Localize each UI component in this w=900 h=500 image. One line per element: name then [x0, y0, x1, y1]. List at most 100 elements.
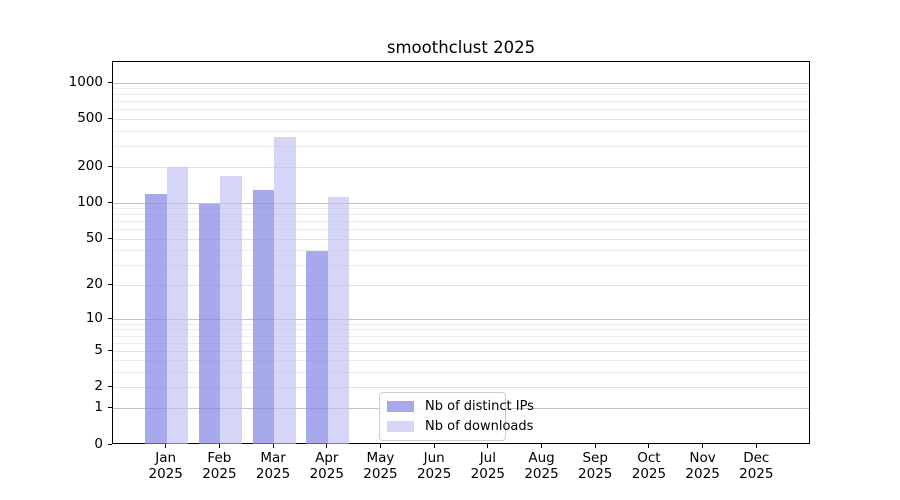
y-tick-mark	[108, 443, 112, 445]
gridline-minor	[113, 238, 809, 240]
y-tick-label: 50	[85, 229, 103, 246]
bar-distinct-ips-mar	[252, 189, 275, 444]
y-tick-label: 500	[77, 109, 103, 126]
gridline-minor	[113, 130, 809, 132]
x-tick-mark	[433, 444, 435, 448]
x-tick-mark	[326, 444, 328, 448]
legend-swatch-distinct-ips	[387, 401, 414, 412]
x-tick-label: Sep 2025	[565, 450, 625, 482]
x-tick-year: 2025	[309, 466, 344, 482]
bar-downloads-jan	[166, 167, 189, 444]
gridline-minor	[113, 94, 809, 96]
gridline-minor	[113, 208, 809, 210]
x-tick-label: Dec 2025	[726, 450, 786, 482]
x-tick-year: 2025	[631, 466, 667, 482]
bar-distinct-ips-apr	[306, 250, 328, 444]
x-tick-label: Jan 2025	[136, 450, 196, 482]
bar-distinct-ips-jan	[145, 193, 167, 444]
x-tick-label: Mar 2025	[243, 450, 303, 482]
plot-area	[112, 61, 810, 444]
legend-label-downloads: Nb of downloads	[425, 419, 534, 434]
x-tick-year: 2025	[524, 466, 559, 482]
y-tick-mark	[108, 237, 112, 239]
x-tick-mark	[541, 444, 543, 448]
gridline-minor	[113, 145, 809, 147]
y-tick-mark	[108, 81, 112, 83]
gridline-minor	[113, 371, 809, 373]
gridline-minor	[113, 118, 809, 120]
y-tick-label: 200	[77, 157, 103, 174]
x-tick-year: 2025	[578, 466, 613, 482]
x-tick-year: 2025	[470, 466, 506, 482]
x-tick-month: Feb	[207, 450, 232, 466]
y-tick-mark	[108, 165, 112, 167]
gridline-minor	[113, 109, 809, 111]
gridline-minor	[113, 360, 809, 362]
x-tick-label: Aug 2025	[512, 450, 572, 482]
x-tick-month: Dec	[743, 450, 770, 466]
x-tick-mark	[594, 444, 596, 448]
bar-downloads-apr	[327, 196, 350, 444]
x-tick-label: May 2025	[350, 450, 410, 482]
gridline-minor	[113, 264, 809, 266]
legend-item-downloads: Nb of downloads	[387, 419, 533, 434]
x-tick-mark	[218, 444, 220, 448]
gridline-minor	[113, 335, 809, 337]
x-tick-mark	[272, 444, 274, 448]
y-tick-label: 1000	[68, 73, 103, 90]
gridline-major	[113, 202, 809, 204]
x-tick-mark	[379, 444, 381, 448]
gridline-minor	[113, 350, 809, 352]
x-tick-year: 2025	[363, 466, 398, 482]
x-tick-year: 2025	[685, 466, 720, 482]
y-tick-mark	[108, 317, 112, 319]
x-tick-month: Oct	[637, 450, 661, 466]
y-tick-label: 0	[94, 435, 103, 452]
y-tick-mark	[108, 407, 112, 409]
gridline-minor	[113, 342, 809, 344]
x-tick-month: Jul	[479, 450, 496, 466]
gridline-minor	[113, 88, 809, 90]
y-tick-mark	[108, 349, 112, 351]
x-tick-year: 2025	[739, 466, 774, 482]
x-tick-mark	[702, 444, 704, 448]
x-tick-label: Apr 2025	[297, 450, 357, 482]
x-tick-year: 2025	[416, 466, 452, 482]
x-tick-month: Jun	[423, 450, 445, 466]
gridline-minor	[113, 101, 809, 103]
x-tick-label: Jun 2025	[404, 450, 464, 482]
x-tick-mark	[487, 444, 489, 448]
x-tick-month: Aug	[528, 450, 555, 466]
y-tick-mark	[108, 201, 112, 203]
y-tick-label: 20	[85, 276, 103, 293]
gridline-minor	[113, 221, 809, 223]
x-tick-label: Oct 2025	[619, 450, 679, 482]
bar-downloads-feb	[220, 175, 242, 444]
x-tick-year: 2025	[202, 466, 237, 482]
bar-downloads-mar	[274, 137, 296, 444]
x-tick-mark	[755, 444, 757, 448]
gridline-major	[113, 318, 809, 320]
x-tick-label: Feb 2025	[189, 450, 249, 482]
x-tick-month: Mar	[260, 450, 286, 466]
x-tick-month: Jan	[155, 450, 177, 466]
legend-label-distinct-ips: Nb of distinct IPs	[425, 399, 534, 414]
x-tick-month: Nov	[689, 450, 716, 466]
gridline-major	[113, 82, 809, 84]
y-tick-mark	[108, 284, 112, 286]
y-tick-mark	[108, 117, 112, 119]
x-tick-month: Apr	[315, 450, 339, 466]
legend-swatch-downloads	[387, 421, 414, 432]
x-tick-year: 2025	[255, 466, 291, 482]
x-tick-mark	[165, 444, 167, 448]
gridline-minor	[113, 166, 809, 168]
gridline-minor	[113, 285, 809, 287]
gridline-minor	[113, 214, 809, 216]
y-tick-label: 5	[94, 341, 103, 358]
x-tick-label: Nov 2025	[673, 450, 733, 482]
y-tick-label: 100	[77, 193, 103, 210]
chart-title: smoothclust 2025	[386, 38, 536, 57]
gridline-minor	[113, 229, 809, 231]
y-tick-label: 2	[94, 377, 103, 394]
